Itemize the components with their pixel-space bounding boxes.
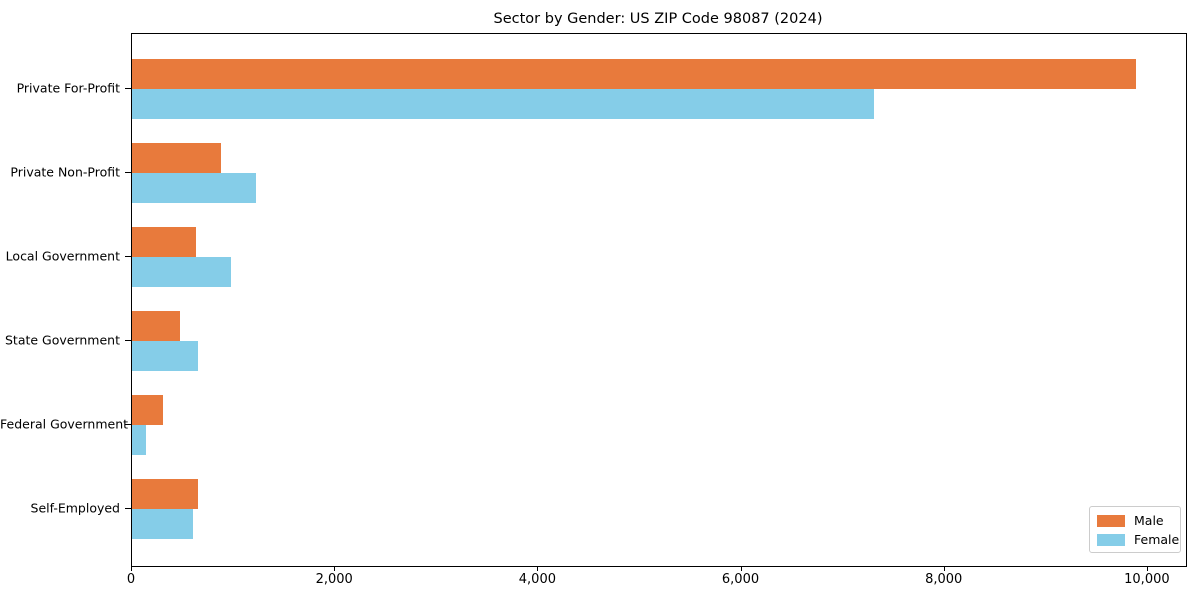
bar-female-6 bbox=[132, 509, 193, 539]
x-tick-label: 8,000 bbox=[925, 572, 963, 587]
female-swatch bbox=[1097, 533, 1125, 546]
legend-label-female: Female bbox=[1134, 532, 1180, 547]
y-tick-label: Federal Government bbox=[0, 416, 129, 432]
bar-male-4 bbox=[132, 311, 180, 341]
y-tick-label: Local Government bbox=[5, 248, 120, 264]
legend-item-female: Female bbox=[1097, 532, 1179, 547]
y-tick-label: Self-Employed bbox=[30, 500, 120, 516]
x-tick-label: 0 bbox=[126, 572, 136, 587]
x-tick-mark bbox=[334, 566, 336, 571]
legend-item-male: Male bbox=[1097, 513, 1173, 528]
x-tick-label: 10,000 bbox=[1124, 572, 1170, 587]
x-tick-mark bbox=[1146, 566, 1148, 571]
y-tick-label: Private For-Profit bbox=[16, 80, 120, 96]
x-tick-mark bbox=[740, 566, 742, 571]
x-tick-mark bbox=[537, 566, 539, 571]
bar-female-3 bbox=[132, 257, 231, 287]
x-tick-label: 4,000 bbox=[518, 572, 556, 587]
bar-female-4 bbox=[132, 341, 198, 371]
bar-male-3 bbox=[132, 227, 196, 257]
bar-female-5 bbox=[132, 425, 147, 455]
bar-female-2 bbox=[132, 173, 256, 203]
x-tick-label: 2,000 bbox=[315, 572, 353, 587]
x-tick-mark bbox=[943, 566, 945, 571]
bar-female-1 bbox=[132, 89, 874, 119]
y-tick-mark bbox=[125, 508, 131, 509]
bar-male-6 bbox=[132, 479, 198, 509]
x-tick-label: 6,000 bbox=[721, 572, 760, 587]
y-tick-mark bbox=[125, 256, 131, 257]
legend: Male Female bbox=[1089, 506, 1181, 553]
legend-label-male: Male bbox=[1134, 513, 1164, 528]
y-tick-label: Private Non-Profit bbox=[10, 164, 120, 180]
bar-male-5 bbox=[132, 395, 163, 425]
y-tick-mark bbox=[125, 172, 131, 173]
male-swatch bbox=[1097, 514, 1125, 527]
chart-title: Sector by Gender: US ZIP Code 98087 (202… bbox=[493, 11, 823, 27]
y-tick-mark bbox=[125, 340, 131, 341]
y-tick-mark bbox=[125, 88, 131, 89]
bar-male-2 bbox=[132, 143, 222, 173]
x-tick-mark bbox=[131, 566, 132, 571]
plot-area bbox=[131, 33, 1187, 567]
y-tick-label: State Government bbox=[4, 332, 120, 348]
y-tick-mark bbox=[125, 424, 131, 425]
bar-male-1 bbox=[132, 59, 1136, 89]
